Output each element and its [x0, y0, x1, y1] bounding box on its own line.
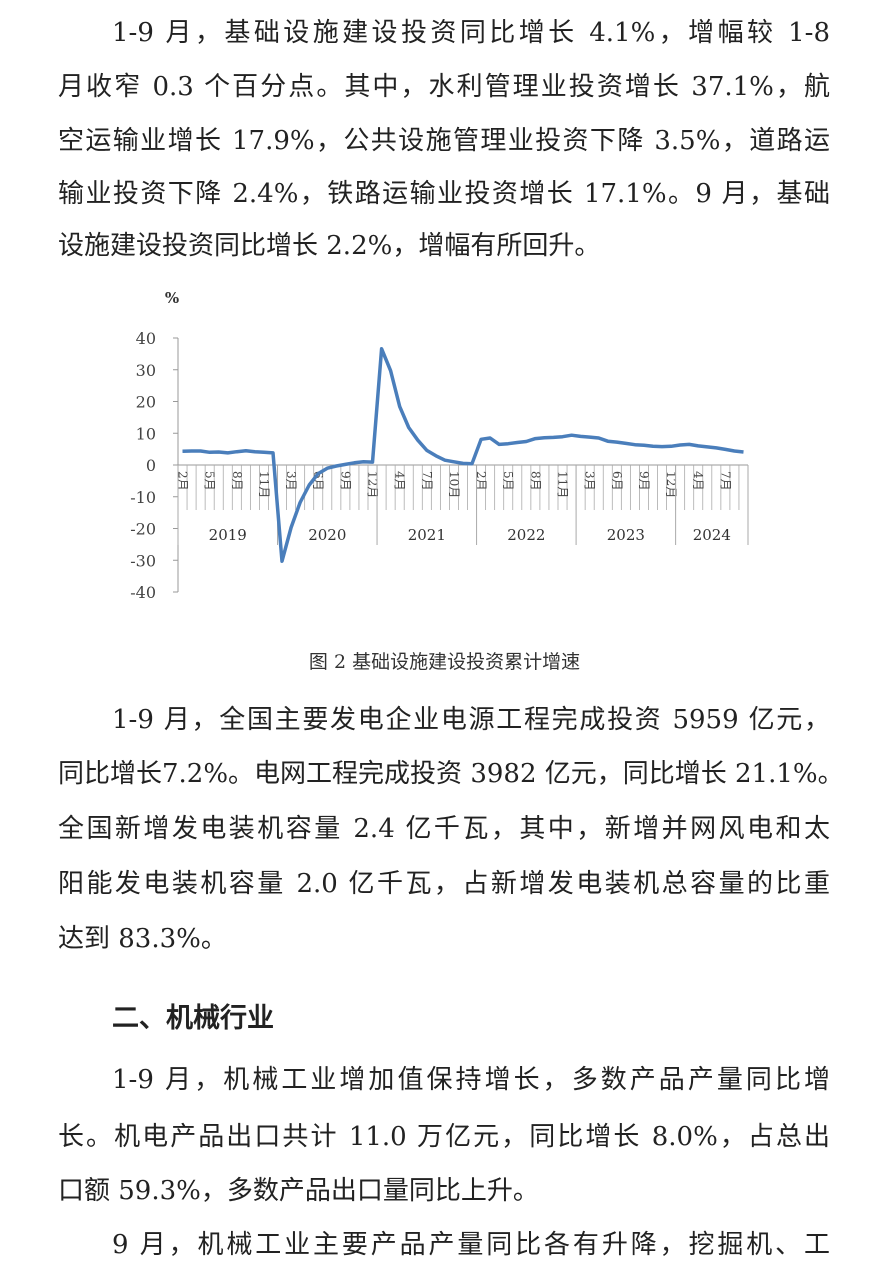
infrastructure-investment-chart: % 40 30 20 10 0 -10 -20 -30 -40 2月 5月 8月 11月 3月 6月 9月 12月… [130, 289, 749, 602]
x-month-label: 10月 [447, 471, 461, 498]
x-year-label: 2024 [693, 526, 731, 544]
y-tick-label: -40 [130, 583, 156, 602]
x-month-label: 8月 [528, 471, 542, 491]
x-year-label: 2019 [209, 526, 247, 544]
text-line: 9 月，机械工业主要产品产量同比各有升降，挖掘机、工 [112, 1230, 830, 1260]
x-month-label: 7月 [718, 471, 732, 491]
x-month-label: 8月 [230, 471, 244, 491]
text-line: 口额 59.3%，多数产品出口量同比上升。 [58, 1176, 539, 1206]
x-month-label: 5月 [501, 471, 515, 491]
text-line: 全国新增发电装机容量 2.4 亿千瓦，其中，新增并网风电和太 [58, 814, 830, 844]
figure-caption: 图 2 基础设施建设投资累计增速 [308, 651, 581, 673]
y-tick-label: 0 [146, 456, 156, 475]
series-line [182, 347, 744, 563]
x-month-label: 5月 [203, 471, 217, 491]
x-year-label: 2022 [507, 526, 545, 544]
y-tick-label: 30 [136, 361, 156, 380]
text-line: 1-9 月，基础设施建设投资同比增长 4.1%，增幅较 1-8 [112, 18, 830, 48]
text-line: 月收窄 0.3 个百分点。其中，水利管理业投资增长 37.1%，航 [58, 72, 830, 102]
x-month-label: 9月 [338, 471, 352, 491]
text-line: 空运输业增长 17.9%，公共设施管理业投资下降 3.5%，道路运 [58, 126, 830, 156]
x-year-label: 2023 [607, 526, 645, 544]
text-line: 设施建设投资同比增长 2.2%，增幅有所回升。 [58, 231, 601, 261]
x-month-label: 2月 [176, 471, 190, 491]
x-month-label: 3月 [284, 471, 298, 491]
x-month-label: 11月 [257, 471, 271, 498]
x-month-label: 7月 [420, 471, 434, 491]
text-line: 输业投资下降 2.4%，铁路运输业投资增长 17.1%。9 月，基础 [58, 179, 830, 209]
y-tick-label: -10 [130, 488, 156, 507]
y-tick-label: 10 [136, 424, 156, 443]
section-heading: 二、机械行业 [112, 1003, 274, 1034]
y-axis-unit: % [165, 289, 179, 307]
x-month-label: 12月 [366, 471, 380, 498]
x-month-label: 4月 [691, 471, 705, 491]
y-tick-label: -20 [130, 520, 156, 539]
x-month-label: 2月 [474, 471, 488, 491]
x-year-label: 2020 [308, 526, 346, 544]
x-month-label: 6月 [610, 471, 624, 491]
text-line: 阳能发电装机容量 2.0 亿千瓦，占新增发电装机总容量的比重 [58, 869, 830, 899]
y-tick-label: -30 [130, 551, 156, 570]
x-month-label: 12月 [664, 471, 678, 498]
text-line: 同比增长7.2%。电网工程完成投资 3982 亿元，同比增长 21.1%。 [58, 759, 844, 789]
text-line: 1-9 月，机械工业增加值保持增长，多数产品产量同比增 [112, 1065, 830, 1095]
text-line: 达到 83.3%。 [58, 924, 227, 954]
x-year-label: 2021 [408, 526, 446, 544]
x-month-label: 9月 [637, 471, 651, 491]
text-line: 1-9 月，全国主要发电企业电源工程完成投资 5959 亿元， [112, 705, 830, 735]
y-tick-label: 40 [136, 329, 156, 348]
text-line: 长。机电产品出口共计 11.0 万亿元，同比增长 8.0%，占总出 [58, 1122, 830, 1152]
x-month-label: 3月 [583, 471, 597, 491]
x-month-label: 11月 [556, 471, 570, 498]
y-tick-label: 20 [136, 393, 156, 412]
x-month-label: 4月 [393, 471, 407, 491]
